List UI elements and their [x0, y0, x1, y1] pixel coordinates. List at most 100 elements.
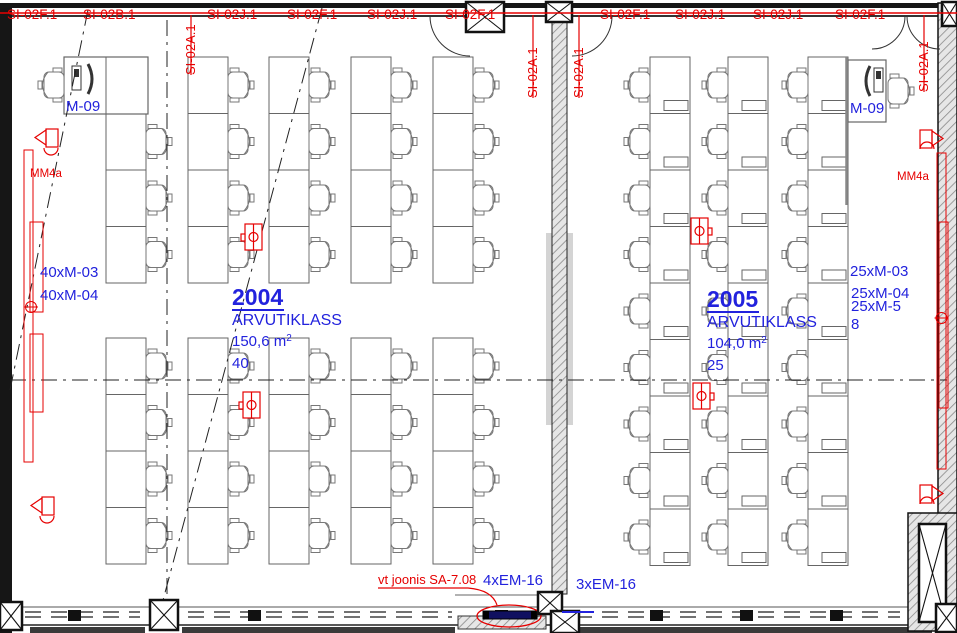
chair-knob — [167, 193, 173, 203]
floor-box-icon — [690, 217, 713, 245]
chair-knob — [623, 476, 629, 485]
chair-knob — [623, 80, 629, 90]
mm4a-label: MM4a — [897, 171, 930, 183]
chair-armrest — [474, 518, 485, 523]
room-number: 2004 — [232, 284, 283, 310]
desk — [105, 394, 147, 452]
chair-seat — [472, 352, 494, 380]
equipment-label: 8 — [851, 316, 859, 333]
speaker-box — [919, 129, 933, 149]
chair-knob — [623, 250, 629, 259]
pc-tower-icon — [876, 71, 881, 79]
pc-box — [741, 382, 767, 394]
chair-armrest — [796, 97, 807, 103]
desk — [350, 113, 392, 171]
chair-icon — [623, 350, 651, 385]
chair-armrest — [796, 350, 807, 355]
chair-knob — [623, 306, 629, 316]
chair-icon — [390, 67, 418, 103]
chair-armrest — [796, 180, 807, 186]
speaker-horn — [33, 128, 47, 147]
chair-armrest — [229, 124, 240, 129]
chair-armrest — [796, 323, 807, 329]
chair-armrest — [716, 124, 727, 129]
chair-icon — [227, 124, 255, 159]
chair-armrest — [310, 154, 321, 159]
chair-seat — [390, 128, 412, 155]
pc-box — [741, 156, 767, 168]
chair-seat — [145, 241, 167, 268]
chair-armrest — [392, 67, 403, 73]
duct-right — [936, 152, 947, 470]
chair-armrest — [392, 405, 403, 410]
column — [464, 0, 506, 34]
station-label: M-09 — [850, 100, 884, 117]
chair-seat — [629, 241, 651, 268]
chair-seat — [629, 71, 651, 99]
chair-armrest — [147, 154, 158, 159]
chair-armrest — [147, 405, 158, 410]
si-label: SI-02F.1 — [7, 7, 57, 22]
chair-icon — [472, 124, 500, 159]
chair-seat — [227, 465, 249, 493]
floor-box-tab — [707, 227, 713, 236]
speaker-box — [919, 484, 933, 504]
chair-knob — [412, 193, 418, 203]
chair-knob — [249, 361, 255, 371]
pc-box — [821, 269, 847, 281]
duct-left — [29, 333, 44, 413]
speaker-icon — [33, 128, 59, 156]
desk — [350, 450, 392, 508]
em-note: 4xEM-16 — [483, 572, 543, 589]
chair-knob — [412, 531, 418, 540]
desk — [432, 507, 474, 565]
desk — [432, 113, 474, 171]
desk — [268, 450, 310, 508]
column-diag — [941, 1, 957, 27]
chair-armrest — [716, 406, 727, 412]
chair-armrest — [716, 237, 727, 242]
chair-armrest — [796, 519, 807, 525]
chair-icon — [308, 180, 336, 216]
chair-armrest — [310, 267, 321, 272]
desk — [268, 394, 310, 452]
room-name: ARVUTIKLASS — [707, 314, 817, 331]
chair-icon — [701, 463, 729, 498]
chair-armrest — [474, 378, 485, 384]
chair-knob — [494, 193, 500, 203]
chair-icon — [227, 461, 255, 497]
chair-armrest — [796, 380, 807, 385]
chair-armrest — [638, 267, 649, 272]
chair-armrest — [638, 237, 649, 242]
chair-armrest — [474, 435, 485, 440]
teacher-chair-icon — [887, 73, 915, 109]
chair-knob — [330, 418, 336, 427]
chair-armrest — [310, 461, 321, 467]
chair-seat — [787, 354, 809, 381]
chair-icon — [701, 237, 729, 272]
chair-armrest — [716, 210, 727, 216]
pc-box — [663, 382, 689, 394]
speaker-icon — [29, 496, 55, 524]
chair-seat — [308, 352, 330, 380]
column — [148, 598, 180, 632]
pc-box — [663, 269, 689, 281]
chair-armrest — [147, 461, 158, 467]
chair-seat — [145, 128, 167, 155]
desk — [187, 169, 229, 227]
teacher-chair-icon — [37, 67, 65, 103]
speaker-horn — [931, 129, 945, 148]
chair-knob — [701, 137, 707, 146]
pc-box — [821, 552, 847, 563]
window-mullion — [650, 610, 663, 621]
chair-seat — [472, 409, 494, 436]
chair-armrest — [638, 154, 649, 159]
desk — [350, 337, 392, 395]
floor-box-tab — [709, 392, 715, 401]
speaker-arc — [919, 496, 935, 505]
floor-box-circle — [246, 399, 257, 411]
chair-knob — [330, 474, 336, 484]
chair-seat — [707, 184, 729, 212]
column — [544, 0, 574, 24]
